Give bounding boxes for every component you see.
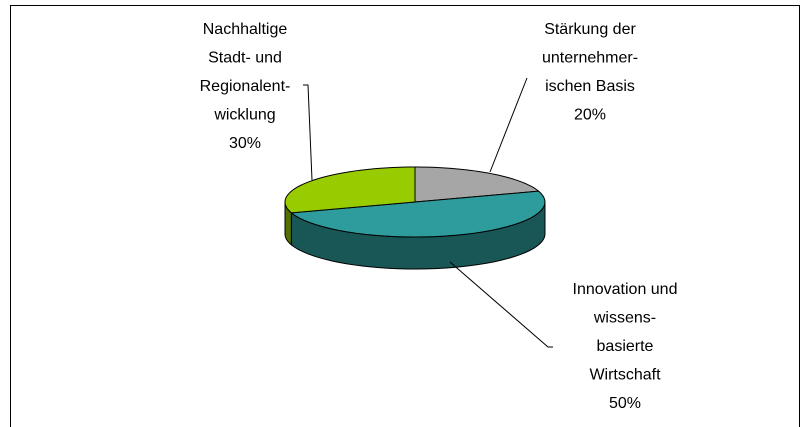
- leader-line: [303, 84, 313, 181]
- slice-label: Stärkung der: [544, 21, 636, 38]
- value-label: 30%: [229, 135, 261, 152]
- slice: [289, 190, 546, 238]
- pie: [284, 166, 546, 270]
- labels: Stärkung der unternehmer-ischen Basis 20% I…: [200, 21, 678, 412]
- slice-label: Wirtschaft: [589, 367, 661, 384]
- slice-label: Regionalent-: [200, 78, 291, 95]
- slice-label: wicklung: [213, 107, 275, 124]
- slice-label: Innovation und: [573, 281, 678, 298]
- slice: [414, 166, 540, 203]
- leader-line: [489, 77, 528, 173]
- slice-label: basierte: [597, 338, 654, 355]
- value-label: 50%: [609, 395, 641, 412]
- leader-line: [449, 261, 553, 348]
- slice-label: ischen Basis: [545, 78, 635, 95]
- slice-label: wissens-: [593, 310, 656, 327]
- slice-label: unternehmer-: [542, 50, 638, 67]
- slice-label: Nachhaltige: [203, 21, 288, 38]
- value-label: 20%: [574, 107, 606, 124]
- slice-label: Stadt- und: [208, 50, 282, 67]
- slice: [284, 166, 416, 214]
